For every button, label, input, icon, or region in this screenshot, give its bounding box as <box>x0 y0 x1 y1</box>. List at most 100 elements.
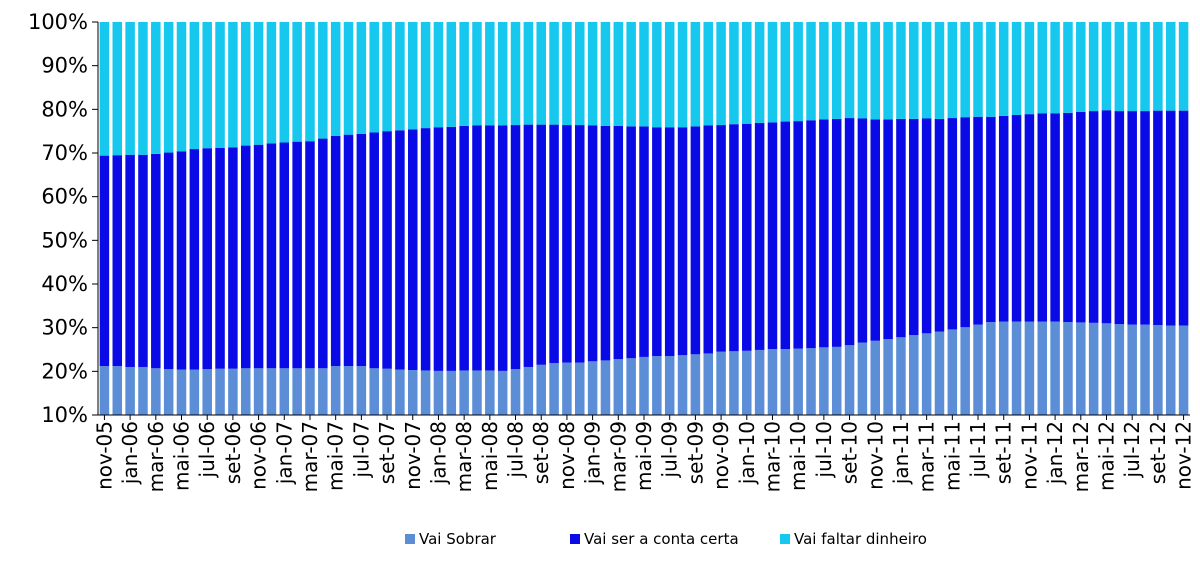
bar-segment-vai-sobrar <box>1024 321 1035 415</box>
x-tick-label: mai-10 <box>786 421 810 491</box>
bar-segment-vai-sobrar <box>973 324 983 415</box>
bar-segment-vai-sobrar <box>549 363 559 415</box>
bar-segment-vai-sobrar <box>1076 322 1086 415</box>
bar-segment-vai-ser-a-conta-certa <box>1076 111 1086 323</box>
bar-segment-vai-ser-a-conta-certa <box>1178 110 1189 326</box>
bar-segment-vai-faltar-dinheiro <box>420 22 431 129</box>
bar-segment-vai-faltar-dinheiro <box>613 22 624 126</box>
legend-swatch-vai-faltar-dinheiro <box>780 534 790 544</box>
bar-segment-vai-ser-a-conta-certa <box>806 120 816 349</box>
bar-segment-vai-faltar-dinheiro <box>793 22 803 122</box>
bar-segment-vai-ser-a-conta-certa <box>690 126 701 355</box>
bar-segment-vai-sobrar <box>1101 323 1112 415</box>
bar-segment-vai-ser-a-conta-certa <box>1024 114 1035 322</box>
x-tick-label: jan-07 <box>272 421 296 485</box>
bar-segment-vai-sobrar <box>112 366 123 415</box>
bar-segment-vai-ser-a-conta-certa <box>767 122 778 350</box>
bar-segment-vai-ser-a-conta-certa <box>189 149 200 370</box>
bar-segment-vai-ser-a-conta-certa <box>1101 110 1112 324</box>
bar-segment-vai-sobrar <box>99 366 110 415</box>
bar-segment-vai-sobrar <box>819 347 829 415</box>
bar-segment-vai-ser-a-conta-certa <box>600 125 611 361</box>
bar-segment-vai-ser-a-conta-certa <box>986 116 996 322</box>
legend-swatch-vai-sobrar <box>405 534 415 544</box>
legend-label: Vai Sobrar <box>419 530 496 548</box>
x-tick-label: set-11 <box>992 421 1016 484</box>
bar-segment-vai-sobrar <box>472 370 482 415</box>
bar-segment-vai-faltar-dinheiro <box>896 22 906 119</box>
bar-segment-vai-faltar-dinheiro <box>1050 22 1060 114</box>
bar-segment-vai-faltar-dinheiro <box>1024 22 1035 115</box>
bar-segment-vai-faltar-dinheiro <box>767 22 778 123</box>
bar-segment-vai-sobrar <box>921 333 932 415</box>
bar-segment-vai-faltar-dinheiro <box>1063 22 1073 113</box>
bar-segment-vai-faltar-dinheiro <box>279 22 290 143</box>
bar-segment-vai-ser-a-conta-certa <box>613 125 624 360</box>
bar-segment-vai-sobrar <box>330 366 341 415</box>
bar-segment-vai-sobrar <box>575 362 585 415</box>
x-tick-label: nov-05 <box>92 421 116 490</box>
bar-segment-vai-ser-a-conta-certa <box>742 123 752 351</box>
bar-segment-vai-ser-a-conta-certa <box>497 125 508 371</box>
bar-segment-vai-sobrar <box>857 342 868 415</box>
bar-segment-vai-faltar-dinheiro <box>1127 22 1137 112</box>
bar-segment-vai-faltar-dinheiro <box>536 22 546 125</box>
x-tick-label: nov-09 <box>709 421 733 490</box>
bar-segment-vai-ser-a-conta-certa <box>279 142 290 369</box>
bar-segment-vai-ser-a-conta-certa <box>472 125 482 371</box>
bar-segment-vai-faltar-dinheiro <box>960 22 970 118</box>
bar-segment-vai-ser-a-conta-certa <box>523 124 534 367</box>
x-tick-label: set-08 <box>529 421 553 484</box>
bar-segment-vai-ser-a-conta-certa <box>1114 111 1125 325</box>
x-tick-label: mai-11 <box>940 421 964 491</box>
bar-segment-vai-faltar-dinheiro <box>1165 22 1176 111</box>
bar-segment-vai-faltar-dinheiro <box>677 22 688 128</box>
bar-segment-vai-faltar-dinheiro <box>99 22 110 156</box>
bar-segment-vai-ser-a-conta-certa <box>536 124 546 365</box>
bar-segment-vai-faltar-dinheiro <box>754 22 765 123</box>
bar-segment-vai-faltar-dinheiro <box>151 22 161 154</box>
bar-segment-vai-ser-a-conta-certa <box>420 128 431 371</box>
x-tick-label: jan-09 <box>581 421 605 485</box>
bar-segment-vai-faltar-dinheiro <box>947 22 958 119</box>
x-tick-label: set-10 <box>838 421 862 484</box>
bar-segment-vai-faltar-dinheiro <box>729 22 739 125</box>
bar-segment-vai-faltar-dinheiro <box>690 22 701 127</box>
bar-segment-vai-sobrar <box>228 368 238 415</box>
bar-segment-vai-sobrar <box>279 368 290 415</box>
bar-segment-vai-faltar-dinheiro <box>240 22 251 146</box>
bar-segment-vai-ser-a-conta-certa <box>318 138 328 369</box>
bar-segment-vai-sobrar <box>742 350 752 415</box>
x-tick-label: jan-10 <box>735 421 759 485</box>
bar-segment-vai-ser-a-conta-certa <box>356 133 367 367</box>
bar-segment-vai-sobrar <box>1178 325 1189 415</box>
bar-segment-vai-ser-a-conta-certa <box>998 115 1009 322</box>
bar-segment-vai-ser-a-conta-certa <box>1011 115 1022 322</box>
bar-segment-vai-sobrar <box>151 368 161 415</box>
bar-segment-vai-ser-a-conta-certa <box>112 155 123 367</box>
bar-segment-vai-sobrar <box>369 368 379 415</box>
bar-segment-vai-sobrar <box>189 369 200 415</box>
bar-segment-vai-ser-a-conta-certa <box>831 118 842 347</box>
x-tick-label: jan-12 <box>1043 421 1067 485</box>
bar-segment-vai-sobrar <box>420 370 431 415</box>
bar-segment-vai-faltar-dinheiro <box>472 22 482 126</box>
x-tick-label: set-07 <box>375 421 399 484</box>
bar-segment-vai-ser-a-conta-certa <box>330 135 341 367</box>
bar-segment-vai-faltar-dinheiro <box>742 22 752 124</box>
bar-segment-vai-sobrar <box>998 321 1009 415</box>
bar-segment-vai-sobrar <box>163 369 174 415</box>
x-tick-label: mai-07 <box>324 421 348 491</box>
bar-segment-vai-ser-a-conta-certa <box>575 125 585 363</box>
x-axis: nov-05 jan-06 mar-06 mai-06 jul-06 set-06 nov-… <box>92 415 1196 492</box>
bar-segment-vai-sobrar <box>433 370 444 415</box>
bar-segment-vai-sobrar <box>356 366 367 415</box>
bar-segment-vai-ser-a-conta-certa <box>1127 111 1137 325</box>
legend-item-vai-faltar-dinheiro: Vai faltar dinheiro <box>780 527 927 551</box>
x-tick-label: nov-12 <box>1172 421 1196 490</box>
bar-segment-vai-faltar-dinheiro <box>909 22 919 119</box>
y-tick-label: 60% <box>41 185 88 209</box>
bar-segment-vai-sobrar <box>986 321 996 415</box>
bar-segment-vai-sobrar <box>626 358 636 415</box>
